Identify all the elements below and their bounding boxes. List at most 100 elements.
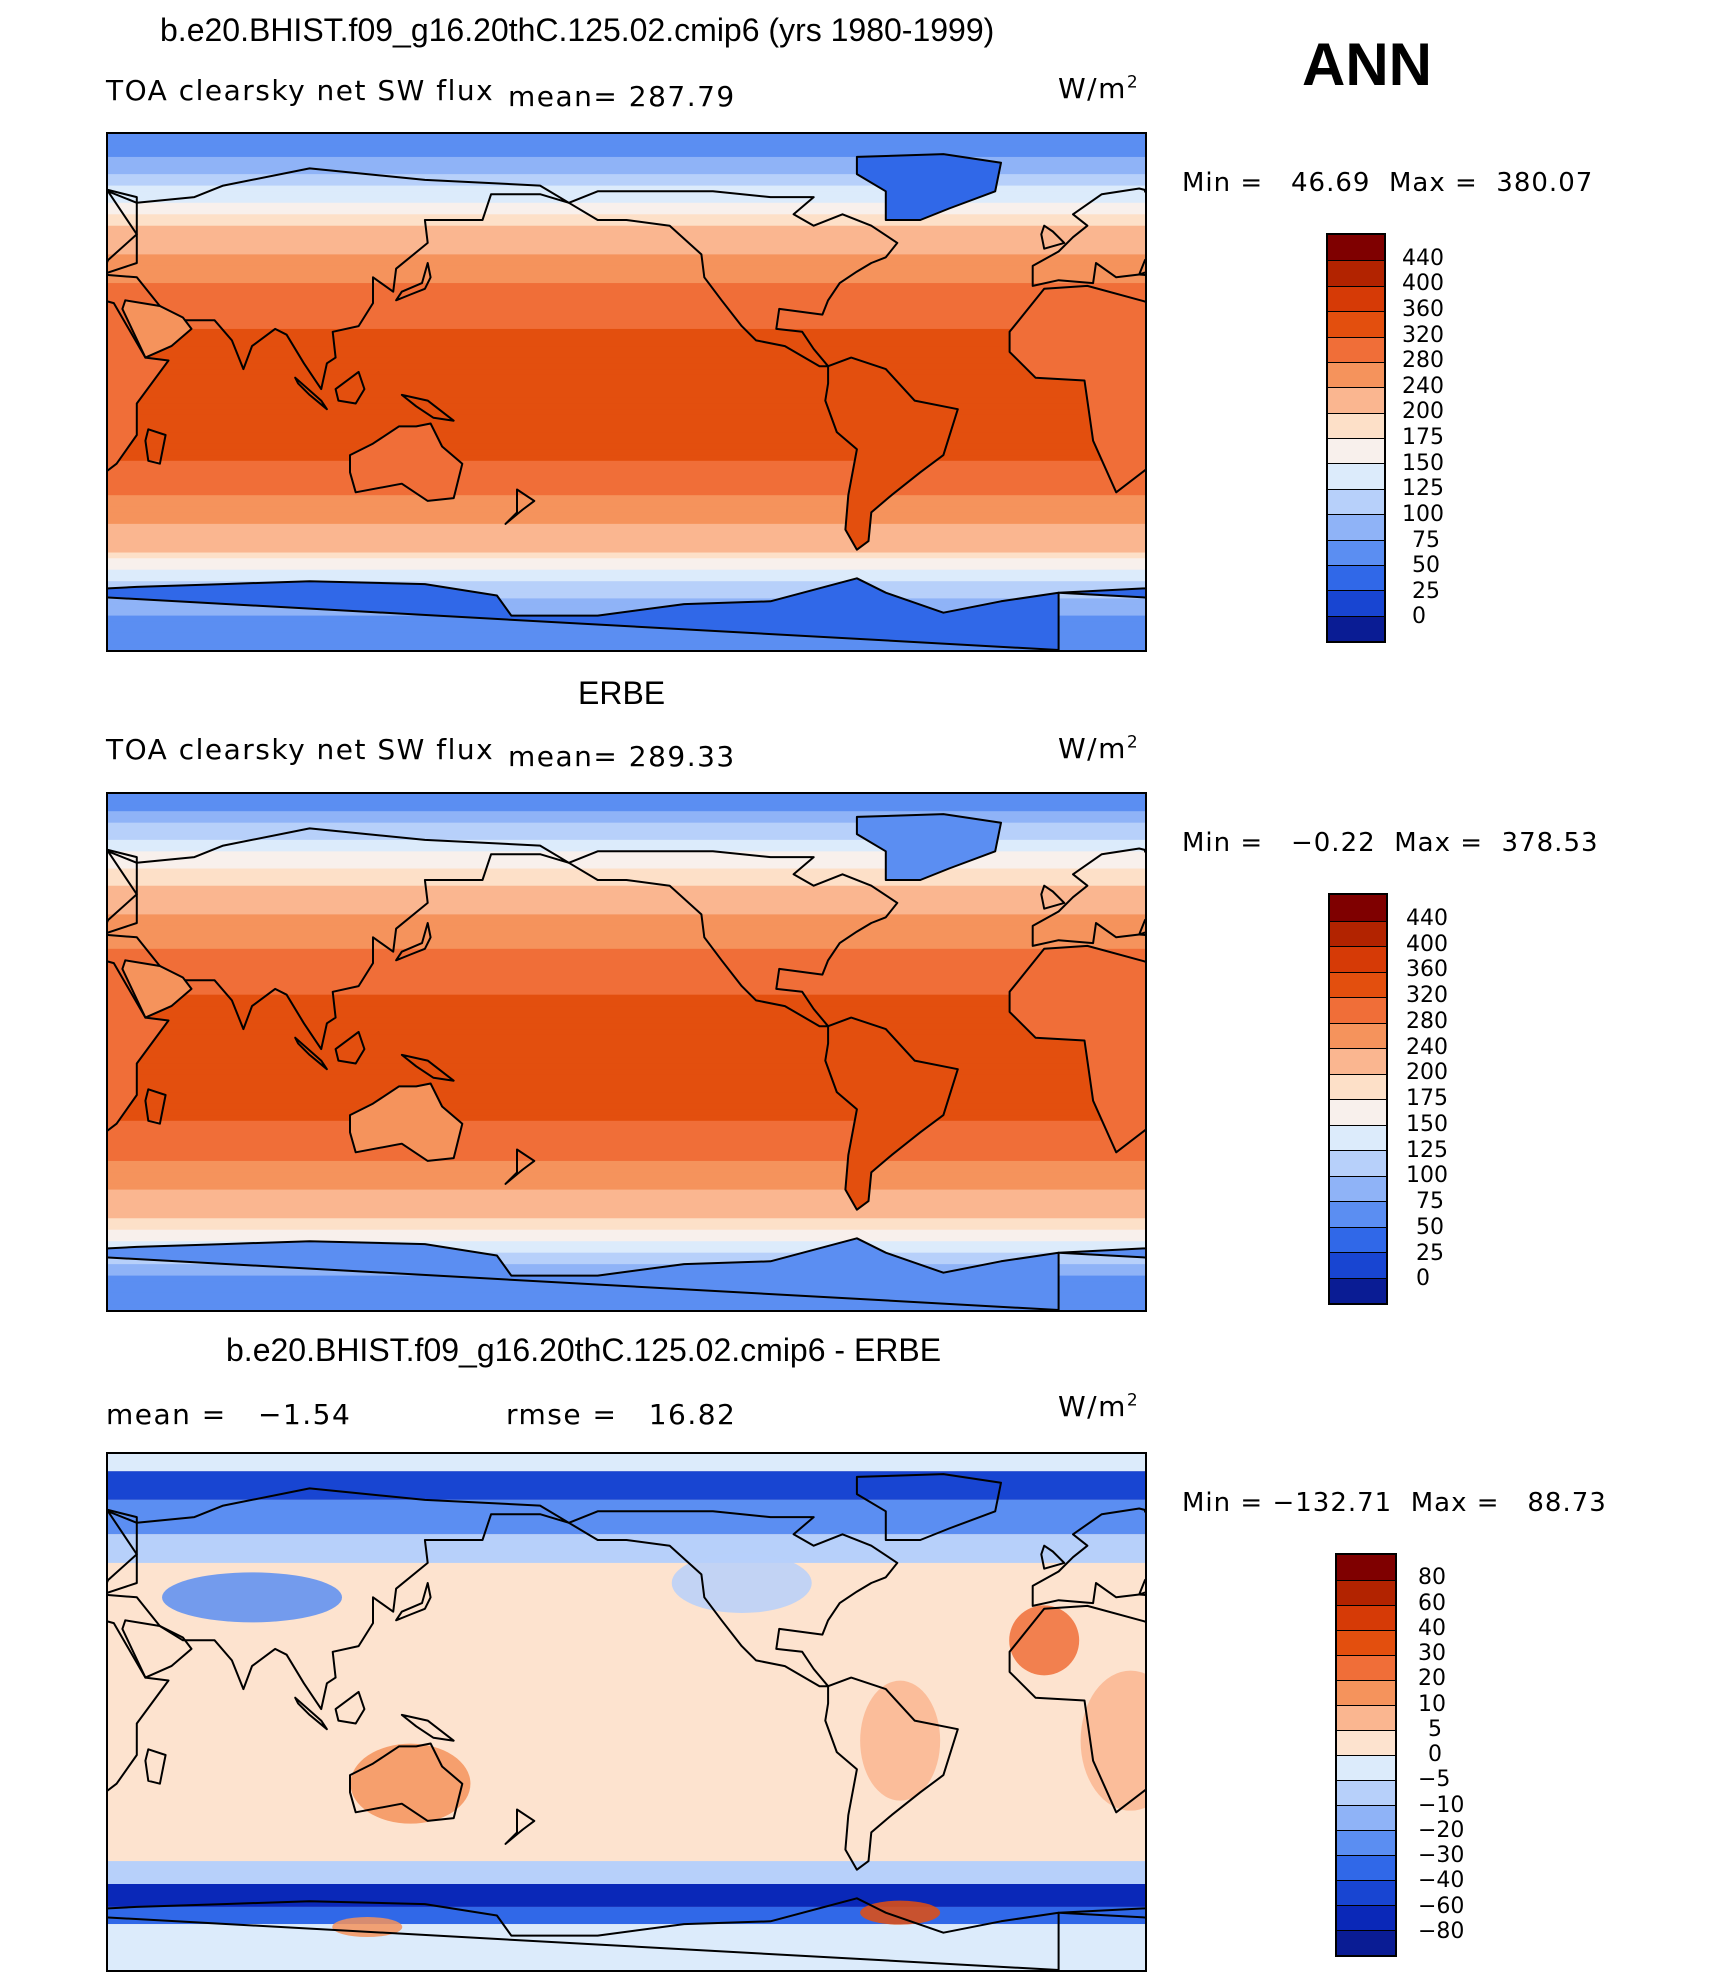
flux-band: [108, 1149, 1145, 1156]
flux-band: [108, 288, 1145, 296]
flux-band: [108, 311, 1145, 319]
colorbar-box: [1330, 920, 1386, 946]
coastline-borneo: [334, 1030, 366, 1065]
colorbar-box: [1337, 1855, 1395, 1880]
coastline-europe: [1031, 187, 1145, 287]
diff-band: [108, 1906, 1145, 1925]
coastline-sumatra: [294, 1036, 328, 1071]
coastline-africa: [108, 300, 170, 472]
flux-band: [108, 880, 1145, 887]
flux-band: [108, 868, 1145, 875]
flux-band: [108, 1264, 1145, 1271]
flux-band: [108, 242, 1145, 250]
flux-band: [108, 828, 1145, 835]
flux-band: [108, 237, 1145, 244]
flux-band: [108, 1023, 1145, 1030]
flux-band: [108, 168, 1145, 175]
flux-band: [108, 340, 1145, 347]
coastline-namerica: [567, 190, 899, 368]
coastline-africa: [108, 1620, 170, 1792]
flux-band: [108, 954, 1145, 961]
colorbar-box: [1330, 1099, 1386, 1125]
flux-band: [108, 208, 1145, 215]
flux-band: [108, 1006, 1145, 1013]
flux-band: [108, 1235, 1145, 1242]
flux-band: [108, 632, 1145, 640]
flux-band: [108, 891, 1145, 898]
diff-patch: [671, 1553, 812, 1613]
colorbar-box: [1328, 235, 1384, 261]
colorbar-box: [1328, 387, 1384, 413]
coastline-newguinea: [400, 1713, 455, 1742]
colorbar-label: 0: [1416, 1266, 1430, 1292]
flux-band: [108, 644, 1145, 650]
flux-band: [108, 202, 1145, 210]
flux-band: [108, 392, 1145, 399]
colorbar-label: 280: [1402, 348, 1444, 374]
flux-band: [108, 994, 1145, 1001]
colorbar-box: [1330, 971, 1386, 997]
flux-band: [108, 598, 1145, 605]
coastline-europe: [1031, 847, 1145, 947]
colorbar-box: [1328, 260, 1384, 286]
flux-band: [108, 874, 1145, 881]
coastline-madagascar: [144, 1088, 167, 1125]
flux-band: [108, 1052, 1145, 1059]
flux-band: [108, 1109, 1145, 1116]
flux-band: [108, 988, 1145, 996]
flux-band: [108, 1183, 1145, 1191]
panel3-units: W/m2: [1058, 1390, 1140, 1423]
coastline-antarctica: [1057, 1247, 1145, 1259]
flux-band: [108, 248, 1145, 255]
flux-band: [108, 1069, 1145, 1076]
colorbar-box: [1337, 1580, 1395, 1605]
coastline-africa: [108, 960, 170, 1132]
flux-band: [108, 254, 1145, 261]
flux-band: [108, 564, 1145, 571]
coastline-japan: [395, 922, 432, 962]
coastline-asia: [108, 167, 570, 391]
flux-band: [108, 1092, 1145, 1099]
diff-band: [108, 1884, 1145, 1907]
flux-band: [108, 145, 1145, 152]
flux-band: [108, 197, 1145, 204]
panel3-map: [106, 1452, 1147, 1972]
flux-band: [108, 414, 1145, 422]
flux-band: [108, 225, 1145, 233]
coastline-uk: [1040, 1544, 1066, 1570]
flux-band: [108, 139, 1145, 147]
flux-band: [108, 1074, 1145, 1082]
coastline-asia: [108, 827, 570, 1051]
colorbar-box: [1337, 1705, 1395, 1730]
coastline-uk: [1040, 224, 1066, 250]
colorbar-label: 240: [1406, 1034, 1448, 1060]
flux-band: [108, 506, 1145, 513]
flux-band: [108, 317, 1145, 324]
flux-band: [108, 483, 1145, 491]
flux-band: [108, 1115, 1145, 1122]
colorbar-label: −5: [1418, 1767, 1451, 1793]
flux-band: [108, 592, 1145, 599]
panel3-minmax: Min = −132.71 Max = 88.73: [1182, 1488, 1607, 1518]
flux-band: [108, 834, 1145, 841]
coastline-newzealand: [504, 1148, 536, 1185]
flux-band: [108, 369, 1145, 376]
colorbar-box: [1328, 463, 1384, 489]
flux-band: [108, 334, 1145, 341]
flux-band: [108, 300, 1145, 307]
flux-band: [108, 908, 1145, 915]
flux-band: [108, 1000, 1145, 1007]
flux-band: [108, 455, 1145, 462]
flux-band: [108, 1034, 1145, 1042]
flux-band: [108, 811, 1145, 818]
diff-patch: [860, 1680, 941, 1801]
colorbar-box: [1330, 1150, 1386, 1176]
flux-band: [108, 914, 1145, 921]
panel1-units: W/m2: [1058, 72, 1140, 105]
panel1-title: b.e20.BHIST.f09_g16.20thC.125.02.cmip6 (…: [160, 12, 995, 48]
panel1-map: [106, 132, 1147, 652]
flux-band: [108, 799, 1145, 807]
flux-band: [108, 260, 1145, 267]
coastline-samerica: [824, 1016, 959, 1211]
flux-band: [108, 943, 1145, 950]
